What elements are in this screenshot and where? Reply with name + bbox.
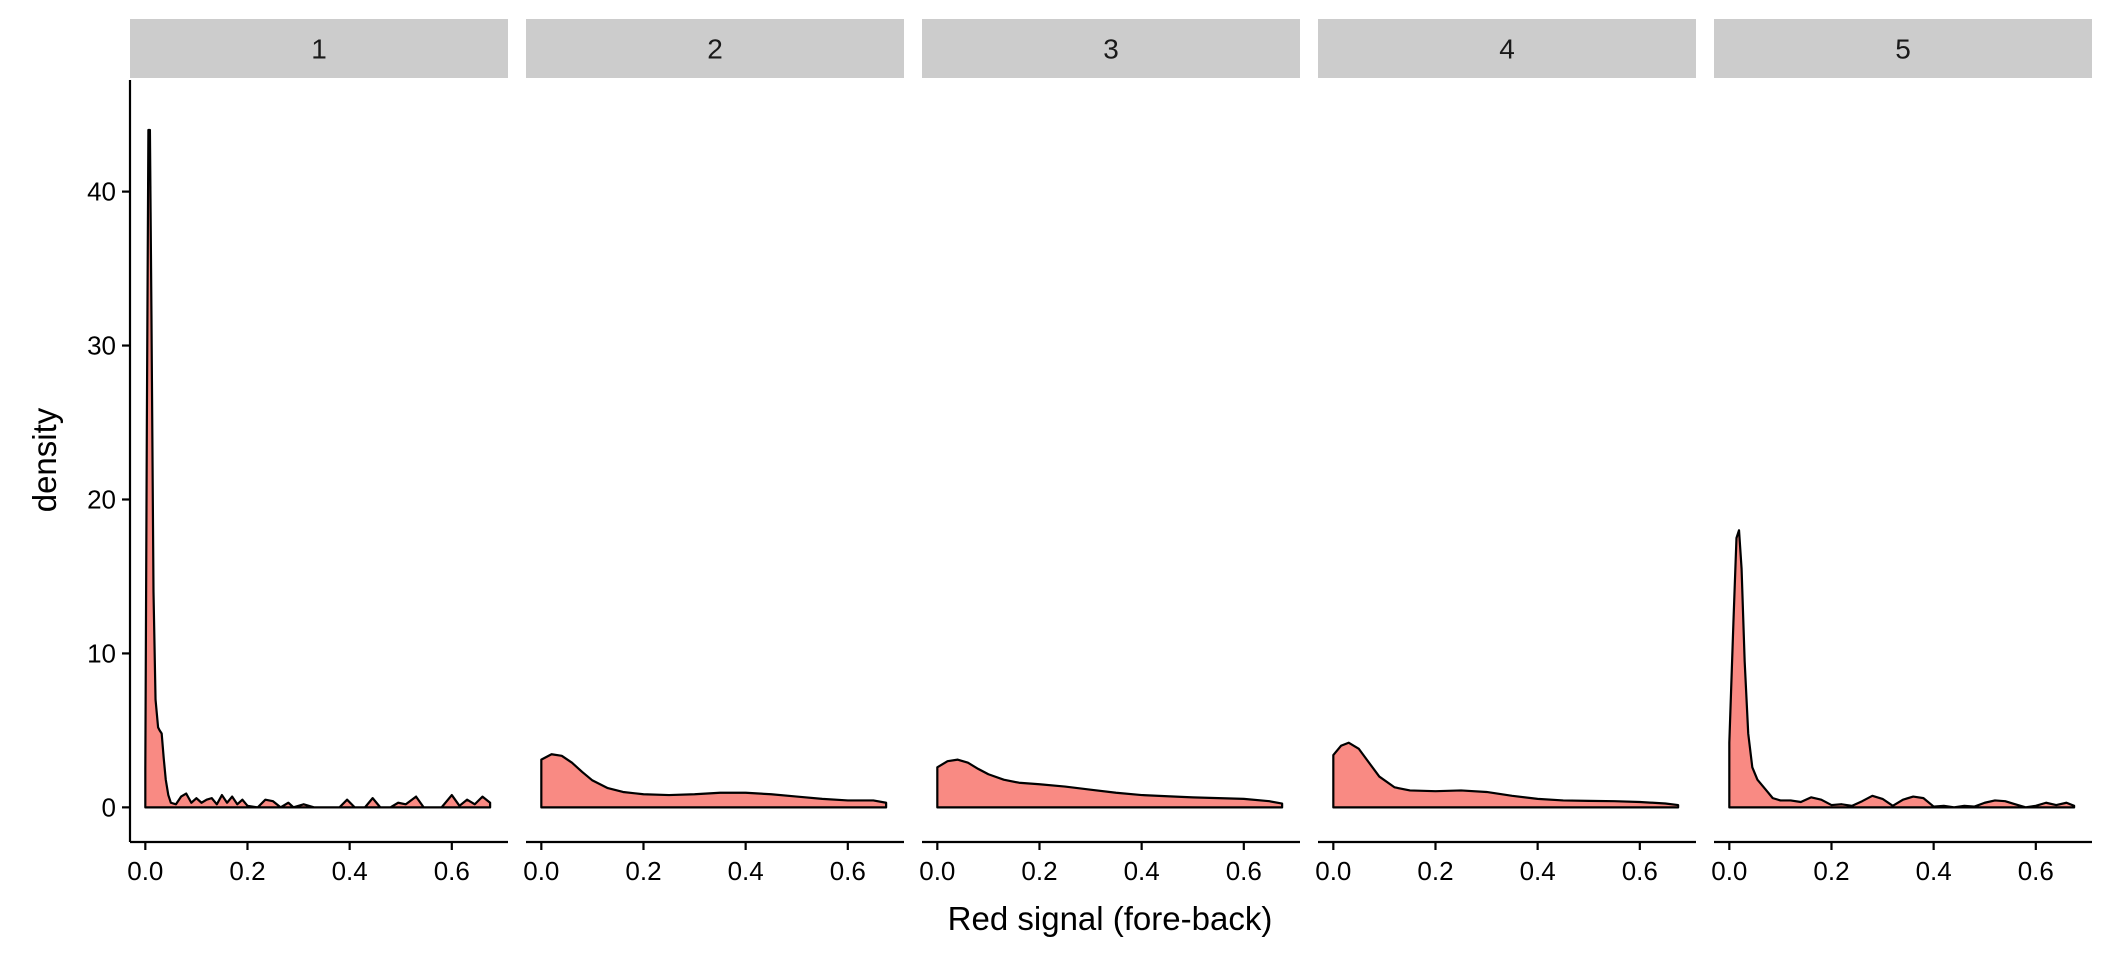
x-tick-label: 0.2 (1813, 856, 1849, 886)
x-tick-label: 0.6 (1226, 856, 1262, 886)
density-area (540, 753, 888, 809)
x-tick-label: 0.4 (1124, 856, 1160, 886)
x-tick-label: 0.0 (1315, 856, 1351, 886)
facet-panel-3: 3 0.0 0.2 0.4 0.6 (919, 19, 1300, 886)
x-tick-label: 0.4 (728, 856, 764, 886)
facet-strip-label: 4 (1499, 34, 1515, 65)
y-axis: 0 10 20 30 40 (87, 80, 132, 842)
facet-strip (130, 19, 508, 78)
facet-strip (526, 19, 904, 78)
facet-strip-label: 5 (1895, 34, 1911, 65)
x-tick-label: 0.6 (2018, 856, 2054, 886)
density-area (1728, 529, 2076, 809)
x-axis-title: Red signal (fore-back) (948, 900, 1273, 937)
x-tick-label: 0.0 (127, 856, 163, 886)
facet-strip (1714, 19, 2092, 78)
x-tick-label: 0.2 (625, 856, 661, 886)
x-tick-label: 0.0 (523, 856, 559, 886)
y-tick-label: 20 (87, 484, 116, 514)
facet-panel-4: 4 0.0 0.2 0.4 0.6 (1315, 19, 1696, 886)
facet-panels: 10.0 0.2 0.4 0.620.0 0.2 0.4 0.630.0 0.2 0.4 0.64… (127, 19, 2092, 886)
facet-strip-label: 2 (707, 34, 723, 65)
facet-strip-label: 1 (311, 34, 327, 65)
density-area (144, 128, 492, 809)
density-area (1332, 741, 1680, 809)
x-tick-label: 0.0 (1711, 856, 1747, 886)
x-tick-label: 0.2 (1021, 856, 1057, 886)
facet-strip (1318, 19, 1696, 78)
x-tick-label: 0.4 (1520, 856, 1556, 886)
y-axis-title: density (26, 407, 63, 512)
y-tick-label: 10 (87, 638, 116, 668)
x-tick-label: 0.4 (1916, 856, 1952, 886)
y-tick-label: 30 (87, 331, 116, 361)
x-tick-label: 0.4 (332, 856, 368, 886)
facet-panel-1: 1 0.0 0.2 0.4 0.6 (127, 19, 508, 886)
x-tick-label: 0.2 (229, 856, 265, 886)
facet-strip-label: 3 (1103, 34, 1119, 65)
facet-panel-5: 5 0.0 0.2 0.4 0.6 (1711, 19, 2092, 886)
x-tick-label: 0.6 (1622, 856, 1658, 886)
facet-strip (922, 19, 1300, 78)
x-tick-label: 0.6 (830, 856, 866, 886)
x-tick-label: 0.2 (1417, 856, 1453, 886)
facet-panel-2: 2 0.0 0.2 0.4 0.6 (523, 19, 904, 886)
y-tick-label: 40 (87, 177, 116, 207)
x-tick-label: 0.6 (434, 856, 470, 886)
x-tick-label: 0.0 (919, 856, 955, 886)
y-tick-label: 0 (102, 792, 116, 822)
density-area (936, 758, 1284, 809)
